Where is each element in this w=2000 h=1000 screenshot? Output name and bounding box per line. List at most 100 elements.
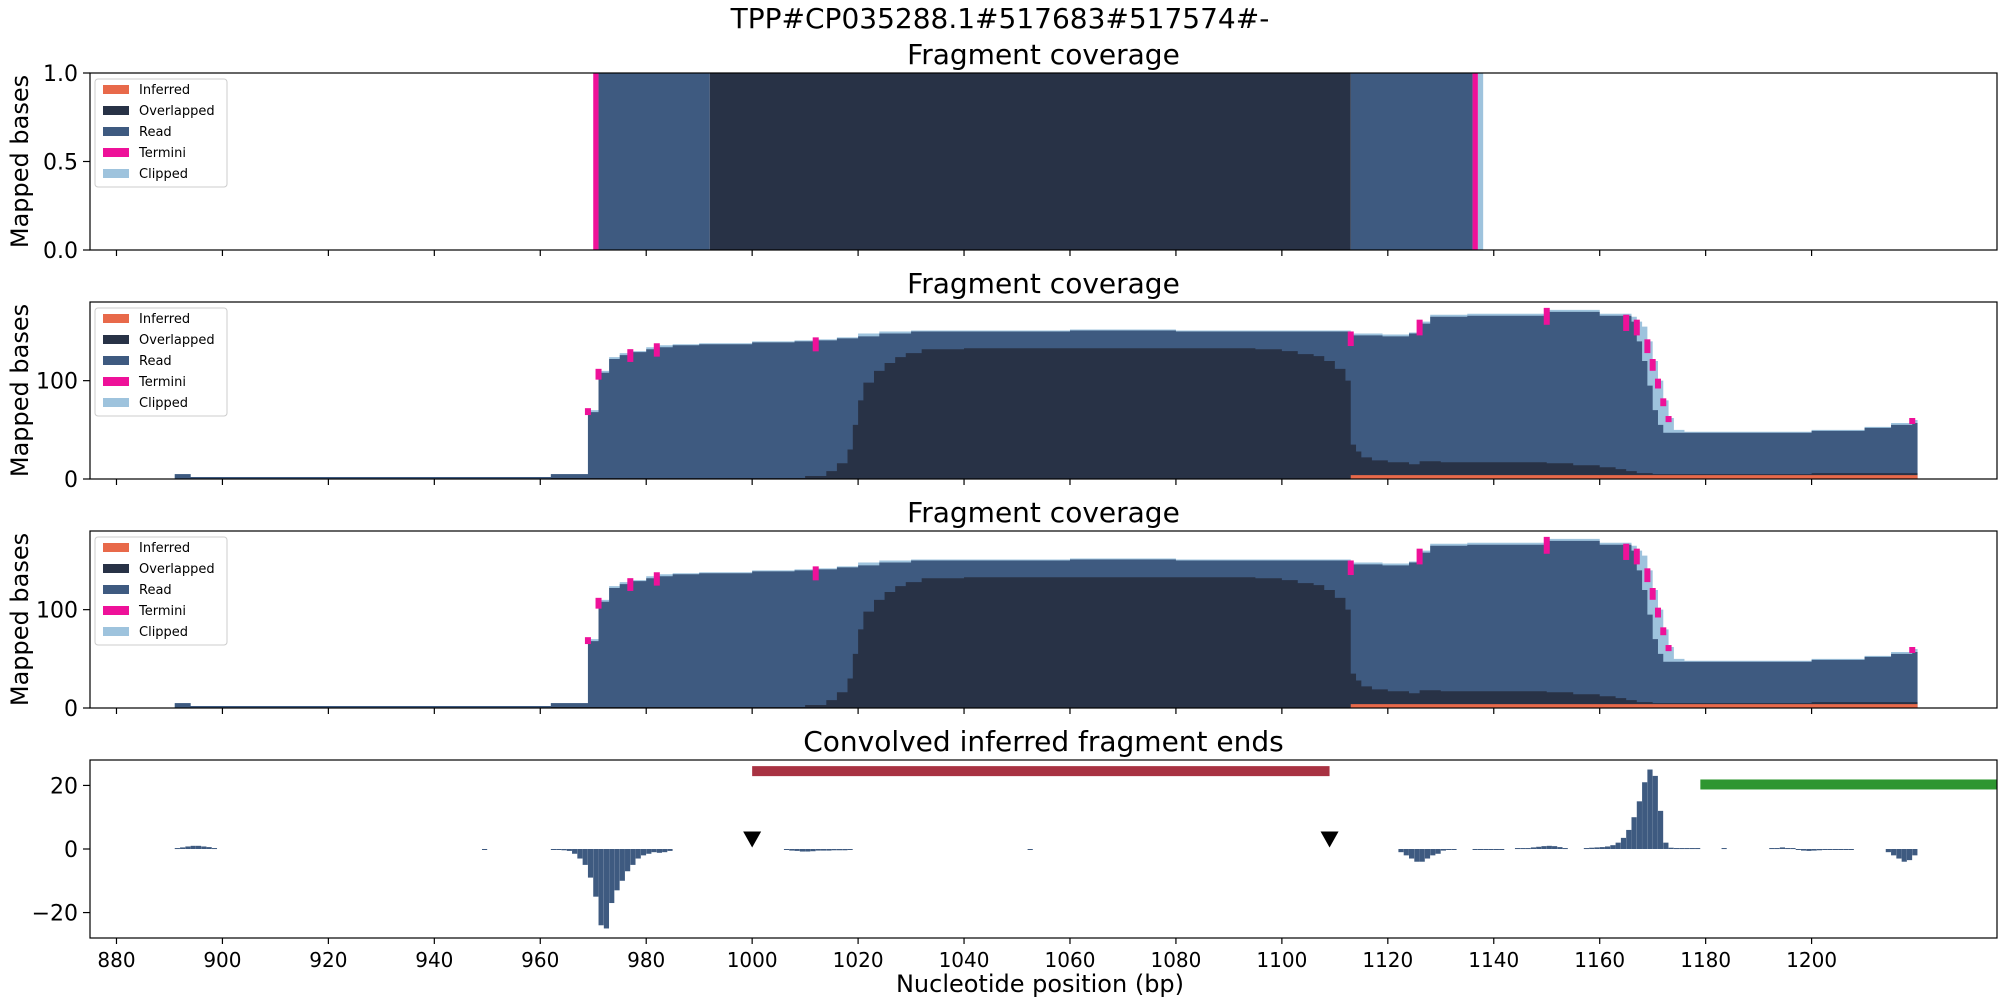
conv-bar [609,849,615,904]
conv-bar [185,846,191,849]
conv-bar [1769,848,1775,850]
conv-bar [1689,848,1695,850]
conv-bar [1440,849,1446,851]
plot-area [174,766,1997,929]
conv-bar [1838,849,1844,850]
y-axis-label: Mapped bases [6,75,34,248]
legend: Inferred Overlapped Read Termini Clipped [94,78,228,188]
termini-mark [595,597,602,609]
conv-bar [1424,849,1431,859]
termini-mark [1649,588,1656,600]
legend-swatch-overlapped [103,564,129,573]
conv-bar [625,849,631,872]
y-tick-label: 20 [50,774,78,799]
termini-marks [584,307,1916,424]
conv-bar [481,849,488,850]
legend: Inferred Overlapped Read Termini Clipped [94,307,228,417]
y-tick-label: 1.0 [43,62,78,87]
coverage-segment [1477,73,1484,250]
legend-swatch-termini [103,148,129,157]
termini-mark [1543,307,1550,325]
y-tick-label: −20 [32,902,78,927]
conv-bar [1901,849,1907,862]
coverage-segment [598,73,710,250]
legend: Inferred Overlapped Read Termini Clipped [94,536,228,646]
y-tick-label: 0.0 [43,239,78,264]
legend-swatch-termini [103,606,129,615]
x-tick-label: 1000 [727,948,778,972]
termini-mark [595,368,602,380]
conv-bar [1843,849,1849,850]
conv-bar [1673,848,1680,850]
conv-bar [1816,849,1823,851]
conv-bar [1419,849,1425,862]
conv-bar [1583,848,1590,850]
conv-bar [1721,848,1727,850]
conv-bar [190,845,196,849]
legend-label-termini: Termini [138,604,186,619]
conv-bar [1684,848,1690,850]
conv-bar [1848,849,1854,850]
x-tick-label: 1080 [1150,948,1201,972]
conv-bar [1785,848,1791,850]
conv-bar [1472,849,1478,850]
conv-bar [1891,849,1897,856]
conv-bar [1647,769,1653,849]
conv-bar [201,846,207,849]
conv-bar [1546,845,1552,849]
conv-bar [1896,849,1902,859]
conv-bar [836,849,843,851]
conv-bar [1027,849,1033,850]
termini-mark [1623,314,1630,331]
layer-clipped [1477,73,1484,250]
conv-bar [815,849,821,851]
termini-mark [653,343,660,357]
conv-bar [1695,848,1701,850]
conv-bar [195,845,202,849]
red-interval-bar [752,766,1330,777]
inferred-area [1350,704,1918,708]
conv-bar [1599,847,1605,849]
y-tick-label: 100 [36,370,78,395]
conv-bar [1557,847,1563,849]
conv-bar [1403,849,1409,856]
conv-bar [1488,849,1494,850]
legend-swatch-clipped [103,169,129,178]
conv-bar [1801,849,1807,851]
coverage-segment [593,73,599,250]
legend-label-termini: Termini [138,375,186,390]
termini-mark [812,337,819,352]
conv-bar [1530,847,1537,849]
conv-bar [598,849,604,926]
conv-bar [1605,846,1611,849]
conv-bar [1657,810,1664,849]
conv-bar [847,849,853,850]
legend-label-overlapped: Overlapped [139,104,215,119]
legend-label-inferred: Inferred [139,541,190,556]
conv-bars [174,769,1918,929]
termini-mark [1633,319,1640,336]
termini-mark [1543,536,1550,554]
conv-bar [572,849,578,854]
layer-overlapped [709,73,1351,250]
x-tick-label: 980 [627,948,665,972]
conv-bar [1414,849,1420,862]
conv-bar [1536,846,1542,849]
termini-mark [627,578,634,591]
conv-bar [1398,849,1404,853]
conv-bar [1679,848,1685,850]
conv-bar [1615,842,1621,849]
coverage-segment [709,73,1351,250]
x-tick-label: 1140 [1468,948,1519,972]
conv-bar [1435,849,1441,854]
x-tick-label: 880 [97,948,135,972]
conv-bar [640,849,647,856]
termini-mark [1909,418,1916,424]
conv-bar [1499,849,1505,850]
termini-mark [1649,359,1656,371]
legend-swatch-read [103,127,129,136]
conv-bar [1493,849,1499,850]
termini-mark [1644,568,1651,583]
conv-bar [550,849,557,850]
